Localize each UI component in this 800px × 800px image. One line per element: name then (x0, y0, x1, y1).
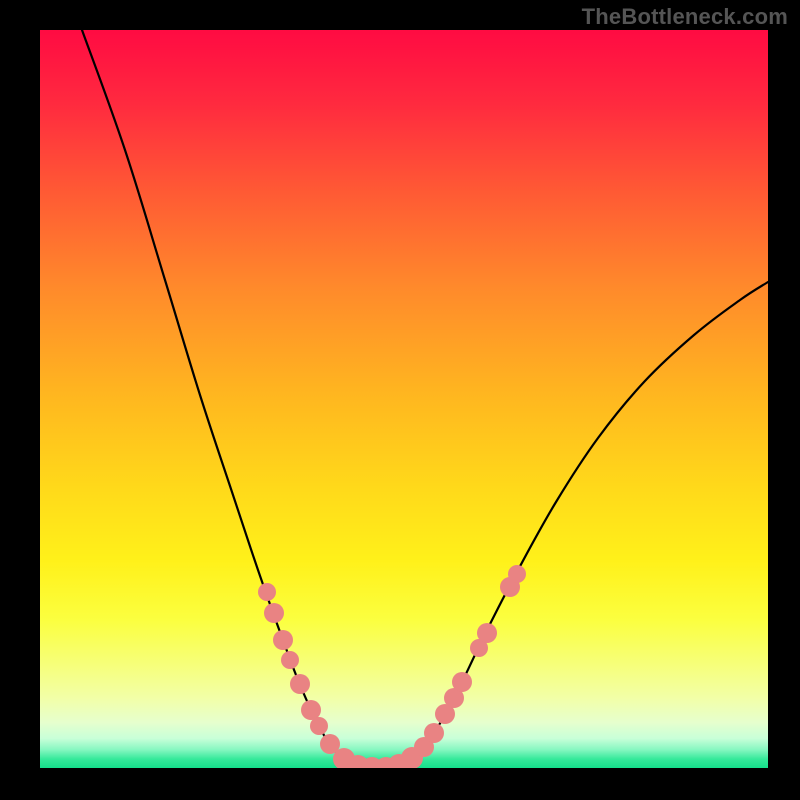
watermark-text: TheBottleneck.com (582, 4, 788, 30)
marker-dot (301, 700, 321, 720)
chart-svg (0, 0, 800, 800)
marker-dot (424, 723, 444, 743)
marker-dot (290, 674, 310, 694)
marker-dot (452, 672, 472, 692)
marker-dot (264, 603, 284, 623)
marker-dot (477, 623, 497, 643)
marker-dot (508, 565, 526, 583)
chart-stage: TheBottleneck.com (0, 0, 800, 800)
gradient-panel (40, 30, 768, 768)
marker-dot (273, 630, 293, 650)
marker-dot (310, 717, 328, 735)
marker-dot (281, 651, 299, 669)
marker-dot (258, 583, 276, 601)
